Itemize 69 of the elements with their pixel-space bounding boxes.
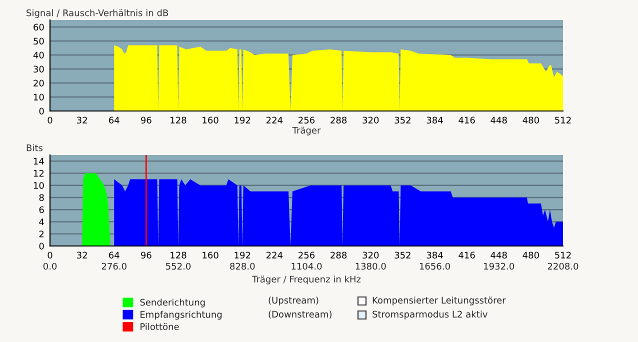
text: Kompensierter Leitungsstörer	[372, 296, 506, 306]
text: (Downstream)	[268, 310, 332, 319]
x-tick-label: 224	[266, 252, 283, 258]
x-tick-label: 320	[362, 252, 379, 259]
x-tick-label: 448	[490, 116, 507, 124]
x-tick-label: 224	[266, 116, 283, 124]
y-tick-label: 20	[34, 80, 44, 87]
x2-tick-label: 1932.0	[484, 262, 514, 270]
legend-label: Senderichtung	[140, 298, 205, 308]
x-tick-label: 192	[234, 252, 250, 259]
x-tick-label: 0	[48, 116, 52, 124]
chart-title: Bits	[26, 144, 43, 152]
y-tick-label: 0	[39, 108, 44, 115]
y-tick-label: 10	[34, 94, 44, 101]
x-tick-label: 0	[48, 252, 52, 259]
chart-title: Signal / Rausch-Verhältnis in dB	[26, 9, 168, 18]
x-axis-title: Träger / Frequenz in kHz	[252, 276, 361, 284]
x-tick-label: 384	[426, 116, 443, 124]
y-tick-label: 6	[39, 206, 44, 214]
y-tick-label: 4	[39, 218, 44, 226]
x-tick-label: 288	[330, 116, 347, 124]
x-tick-label: 160	[202, 252, 218, 259]
x-axis-title: Träger	[292, 126, 321, 136]
x-tick-label: 448	[490, 252, 507, 259]
x-tick-label: 256	[298, 116, 315, 124]
x2-tick-label: 2208.0	[548, 262, 578, 270]
y-tick-label: 60	[34, 24, 44, 31]
x2-tick-label: 1656.0	[420, 262, 450, 270]
x-tick-label: 64	[109, 252, 120, 259]
y-tick-label: 0	[39, 242, 44, 250]
x-tick-label: 512	[555, 252, 571, 259]
x-tick-label: 256	[298, 252, 315, 259]
x-tick-label: 128	[170, 116, 186, 124]
y-tick-label: 30	[34, 66, 44, 73]
x-tick-label: 160	[202, 116, 218, 124]
y-tick-label: 40	[33, 52, 44, 59]
y-tick-label: 50	[34, 38, 44, 45]
x-tick-label: 416	[458, 116, 475, 124]
x-tick-label: 96	[141, 116, 152, 124]
x2-tick-label: 828.0	[230, 262, 255, 270]
legend-label: Pilottöne	[140, 323, 179, 330]
x-tick-label: 480	[522, 116, 539, 124]
x2-tick-label: 552.0	[166, 262, 191, 270]
y-tick-label: 2	[39, 230, 44, 238]
x2-tick-label: 1380.0	[356, 262, 386, 270]
x-tick-label: 384	[426, 252, 443, 259]
x2-tick-label: 1104.0	[292, 262, 322, 270]
y-tick-label: 10	[34, 182, 44, 189]
text: Stromsparmodus L2 aktiv	[372, 310, 488, 320]
x-tick-label: 352	[394, 252, 410, 259]
x2-tick-label: 0.0	[43, 262, 57, 270]
text: (Upstream)	[268, 296, 318, 306]
x-tick-label: 480	[522, 252, 539, 259]
x-tick-label: 320	[362, 116, 379, 124]
x-tick-label: 32	[77, 252, 87, 259]
x2-tick-label: 276.0	[102, 262, 126, 270]
x-tick-label: 512	[555, 116, 571, 124]
legend-label: Empfangsrichtung	[140, 310, 222, 320]
x-tick-label: 352	[394, 116, 410, 124]
x-tick-label: 64	[109, 116, 120, 124]
y-tick-label: 12	[34, 170, 44, 177]
x-tick-label: 416	[458, 252, 475, 259]
y-tick-label: 14	[34, 158, 44, 164]
x-tick-label: 128	[170, 252, 186, 259]
y-tick-label: 8	[39, 194, 44, 202]
x-tick-label: 32	[77, 116, 87, 124]
x-tick-label: 192	[234, 116, 250, 124]
x-tick-label: 288	[330, 252, 347, 259]
x-tick-label: 96	[141, 252, 152, 259]
